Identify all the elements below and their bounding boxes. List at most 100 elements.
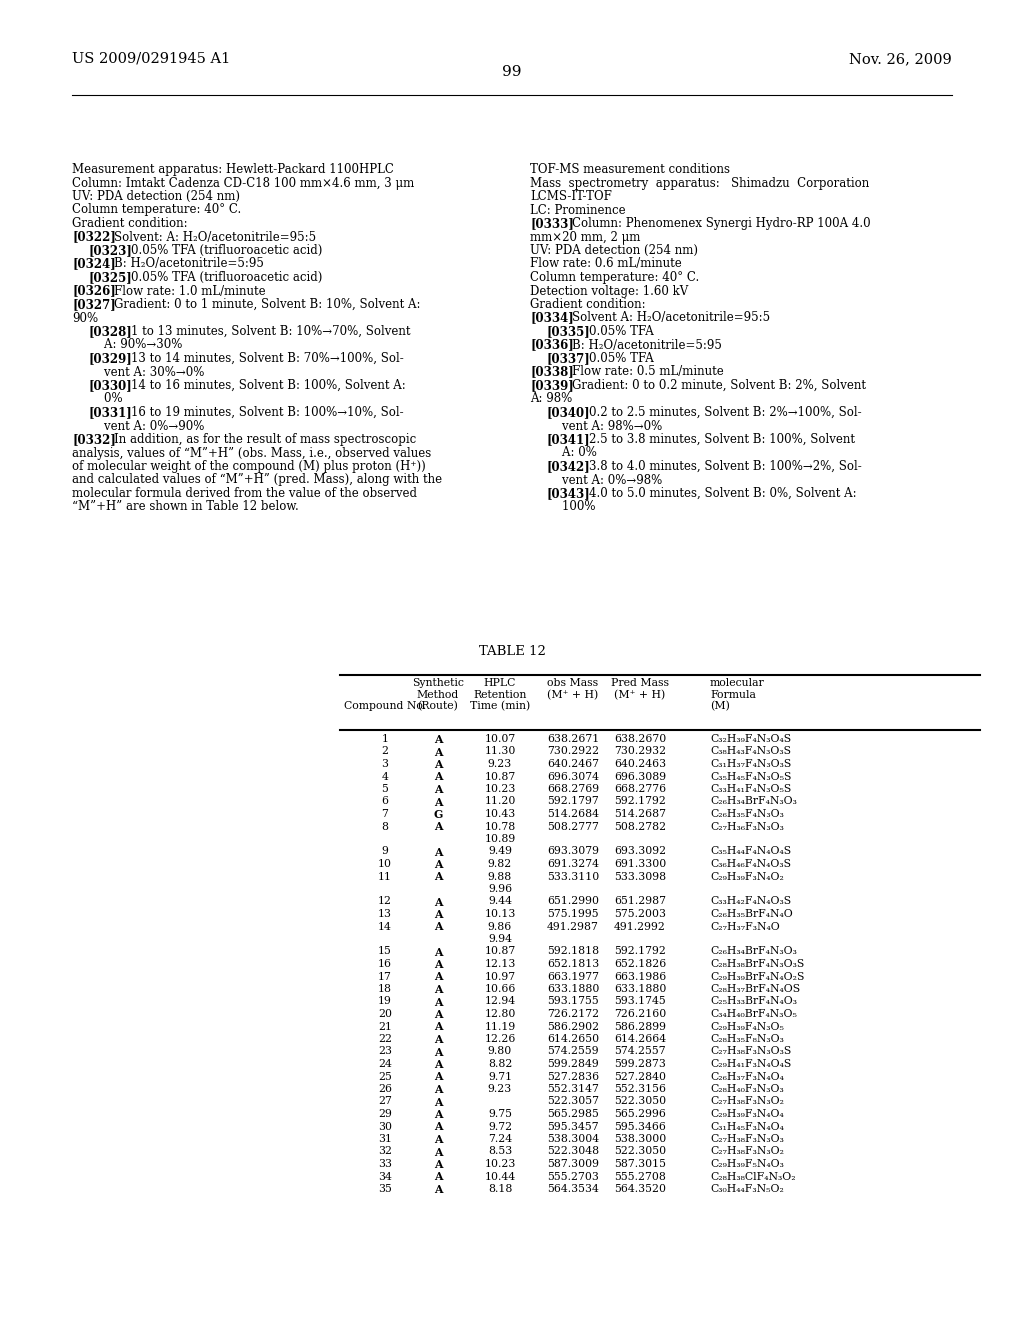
- Text: vent A: 30%→0%: vent A: 30%→0%: [89, 366, 205, 379]
- Text: US 2009/0291945 A1: US 2009/0291945 A1: [72, 51, 230, 66]
- Text: [0333]: [0333]: [530, 216, 573, 230]
- Text: TABLE 12: TABLE 12: [478, 645, 546, 657]
- Text: 14 to 16 minutes, Solvent B: 100%, Solvent A:: 14 to 16 minutes, Solvent B: 100%, Solve…: [116, 379, 406, 392]
- Text: A: A: [434, 1122, 442, 1133]
- Text: C₃₁H₃₇F₄N₃O₃S: C₃₁H₃₇F₄N₃O₃S: [710, 759, 792, 770]
- Text: C₂₆H₃₄BrF₄N₃O₃: C₂₆H₃₄BrF₄N₃O₃: [710, 796, 797, 807]
- Text: [0339]: [0339]: [530, 379, 573, 392]
- Text: 99: 99: [502, 65, 522, 79]
- Text: Flow rate: 0.5 mL/minute: Flow rate: 0.5 mL/minute: [556, 366, 723, 379]
- Text: C₃₅H₄₄F₄N₄O₄S: C₃₅H₄₄F₄N₄O₄S: [710, 846, 792, 857]
- Text: C₂₉H₃₉F₅N₄O₃: C₂₉H₃₉F₅N₄O₃: [710, 1159, 784, 1170]
- Text: 9.94: 9.94: [488, 935, 512, 944]
- Text: 12: 12: [378, 896, 392, 907]
- Text: 730.2922: 730.2922: [547, 747, 599, 756]
- Text: 12.26: 12.26: [484, 1034, 516, 1044]
- Text: 696.3089: 696.3089: [614, 771, 666, 781]
- Text: 508.2782: 508.2782: [614, 821, 666, 832]
- Text: 691.3274: 691.3274: [547, 859, 599, 869]
- Text: [0334]: [0334]: [530, 312, 573, 325]
- Text: 575.1995: 575.1995: [547, 909, 599, 919]
- Text: 19: 19: [378, 997, 392, 1006]
- Text: B: H₂O/acetonitrile=5:95: B: H₂O/acetonitrile=5:95: [98, 257, 263, 271]
- Text: Detection voltage: 1.60 kV: Detection voltage: 1.60 kV: [530, 285, 688, 297]
- Text: A: A: [434, 1084, 442, 1096]
- Text: vent A: 0%→98%: vent A: 0%→98%: [547, 474, 663, 487]
- Text: 693.3079: 693.3079: [547, 846, 599, 857]
- Text: 10: 10: [378, 859, 392, 869]
- Text: Method: Method: [417, 689, 459, 700]
- Text: A: A: [434, 1134, 442, 1144]
- Text: C₃₃H₄₂F₄N₄O₃S: C₃₃H₄₂F₄N₄O₃S: [710, 896, 792, 907]
- Text: C₃₀H₄₄F₃N₅O₂: C₃₀H₄₄F₃N₅O₂: [710, 1184, 784, 1195]
- Text: 592.1792: 592.1792: [614, 796, 666, 807]
- Text: C₃₈H₄₃F₄N₃O₃S: C₃₈H₄₃F₄N₃O₃S: [710, 747, 791, 756]
- Text: 592.1797: 592.1797: [547, 796, 599, 807]
- Text: [0323]: [0323]: [89, 244, 133, 257]
- Text: 691.3300: 691.3300: [613, 859, 667, 869]
- Text: A: A: [434, 1172, 442, 1183]
- Text: 693.3092: 693.3092: [614, 846, 666, 857]
- Text: 9.96: 9.96: [488, 884, 512, 894]
- Text: C₃₅H₄₅F₄N₃O₅S: C₃₅H₄₅F₄N₃O₅S: [710, 771, 792, 781]
- Text: 514.2687: 514.2687: [614, 809, 666, 818]
- Text: 8.53: 8.53: [487, 1147, 512, 1156]
- Text: 668.2769: 668.2769: [547, 784, 599, 795]
- Text: 522.3050: 522.3050: [614, 1097, 666, 1106]
- Text: 34: 34: [378, 1172, 392, 1181]
- Text: LCMS-IT-TOF: LCMS-IT-TOF: [530, 190, 612, 203]
- Text: 12.13: 12.13: [484, 960, 516, 969]
- Text: 651.2987: 651.2987: [614, 896, 666, 907]
- Text: [0327]: [0327]: [72, 298, 116, 312]
- Text: HPLC: HPLC: [483, 678, 516, 688]
- Text: 533.3110: 533.3110: [547, 871, 599, 882]
- Text: vent A: 0%→90%: vent A: 0%→90%: [89, 420, 205, 433]
- Text: 614.2664: 614.2664: [614, 1034, 666, 1044]
- Text: 4: 4: [382, 771, 388, 781]
- Text: 9.71: 9.71: [488, 1072, 512, 1081]
- Text: 10.13: 10.13: [484, 909, 516, 919]
- Text: [0341]: [0341]: [547, 433, 591, 446]
- Text: 652.1813: 652.1813: [547, 960, 599, 969]
- Text: 555.2708: 555.2708: [614, 1172, 666, 1181]
- Text: 552.3156: 552.3156: [614, 1084, 666, 1094]
- Text: Column: Phenomenex Synergi Hydro-RP 100A 4.0: Column: Phenomenex Synergi Hydro-RP 100A…: [556, 216, 870, 230]
- Text: Column temperature: 40° C.: Column temperature: 40° C.: [72, 203, 242, 216]
- Text: 522.3057: 522.3057: [547, 1097, 599, 1106]
- Text: 32: 32: [378, 1147, 392, 1156]
- Text: TOF-MS measurement conditions: TOF-MS measurement conditions: [530, 162, 730, 176]
- Text: C₂₇H₃₇F₃N₄O: C₂₇H₃₇F₃N₄O: [710, 921, 779, 932]
- Text: 7.24: 7.24: [488, 1134, 512, 1144]
- Text: 599.2873: 599.2873: [614, 1059, 666, 1069]
- Text: Column: Imtakt Cadenza CD-C18 100 mm×4.6 mm, 3 μm: Column: Imtakt Cadenza CD-C18 100 mm×4.6…: [72, 177, 415, 190]
- Text: [0326]: [0326]: [72, 285, 116, 297]
- Text: “M”+H” are shown in Table 12 below.: “M”+H” are shown in Table 12 below.: [72, 500, 299, 513]
- Text: 564.3520: 564.3520: [614, 1184, 666, 1195]
- Text: analysis, values of “M”+H” (obs. Mass, i.e., observed values: analysis, values of “M”+H” (obs. Mass, i…: [72, 446, 431, 459]
- Text: A: A: [434, 946, 442, 957]
- Text: Solvent A: H₂O/acetonitrile=95:5: Solvent A: H₂O/acetonitrile=95:5: [556, 312, 770, 325]
- Text: 7: 7: [382, 809, 388, 818]
- Text: Mass  spectrometry  apparatus:   Shimadzu  Corporation: Mass spectrometry apparatus: Shimadzu Co…: [530, 177, 869, 190]
- Text: 31: 31: [378, 1134, 392, 1144]
- Text: 21: 21: [378, 1022, 392, 1031]
- Text: A: A: [434, 1034, 442, 1045]
- Text: 10.23: 10.23: [484, 784, 516, 795]
- Text: 640.2467: 640.2467: [547, 759, 599, 770]
- Text: [0335]: [0335]: [547, 325, 591, 338]
- Text: 8: 8: [382, 821, 388, 832]
- Text: 17: 17: [378, 972, 392, 982]
- Text: 9.49: 9.49: [488, 846, 512, 857]
- Text: 0.05% TFA: 0.05% TFA: [573, 325, 653, 338]
- Text: 9.80: 9.80: [487, 1047, 512, 1056]
- Text: Retention: Retention: [473, 689, 526, 700]
- Text: 11: 11: [378, 871, 392, 882]
- Text: 11.20: 11.20: [484, 796, 516, 807]
- Text: C₂₆H₃₇F₃N₄O₄: C₂₆H₃₇F₃N₄O₄: [710, 1072, 784, 1081]
- Text: A: A: [434, 1047, 442, 1057]
- Text: 4.0 to 5.0 minutes, Solvent B: 0%, Solvent A:: 4.0 to 5.0 minutes, Solvent B: 0%, Solve…: [573, 487, 856, 500]
- Text: [0322]: [0322]: [72, 231, 116, 243]
- Text: 9.82: 9.82: [487, 859, 512, 869]
- Text: molecular formula derived from the value of the observed: molecular formula derived from the value…: [72, 487, 417, 500]
- Text: obs Mass: obs Mass: [548, 678, 599, 688]
